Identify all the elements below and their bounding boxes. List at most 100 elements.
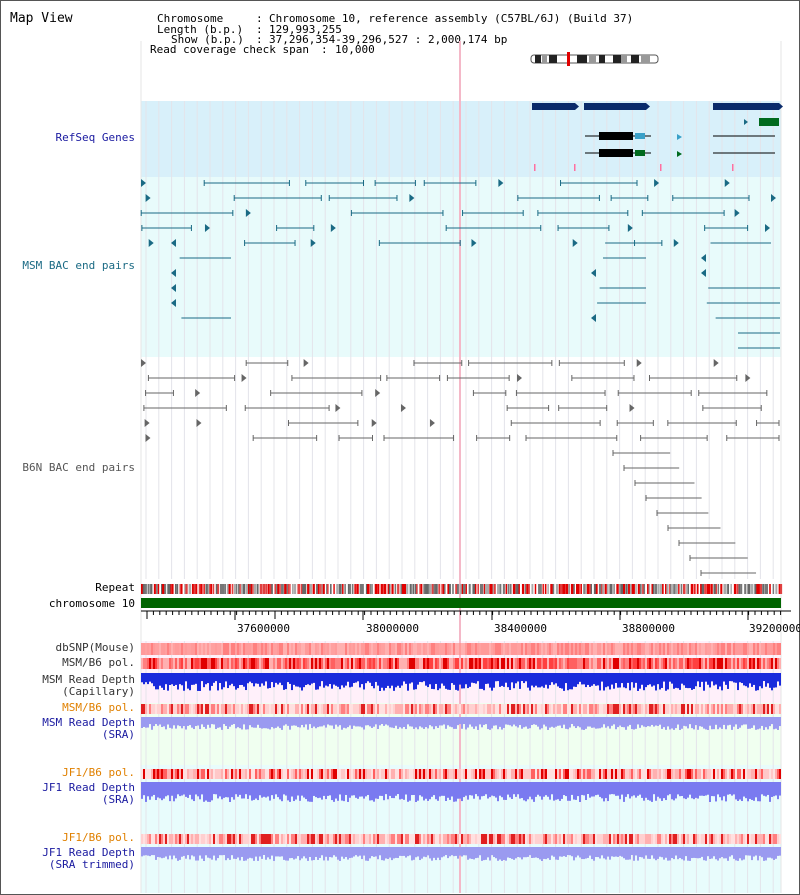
msm-depth-capillary-bar [367,673,369,682]
jf1-depth-trimmed-bar [329,847,331,858]
msm-pol-sra-cell [307,704,309,714]
msm-pol-cell [363,658,365,669]
gene-arrow [575,103,579,110]
msm-depth-capillary-bar [613,673,615,689]
msm-depth-sra-bar [295,717,297,726]
label-jf1-depth[interactable]: JF1 Read Depth [42,781,135,794]
dbsnp-cell [337,643,339,655]
jf1-pol-trimmed-cell [757,834,759,844]
msm-depth-sra-bar [521,717,523,729]
jf1-pol-cell [371,769,373,779]
msm-depth-sra-bar [455,717,457,729]
msm-depth-sra-bar [359,717,361,727]
repeat-element [256,584,259,594]
msm-pol-cell [209,658,211,669]
label-msm-pol[interactable]: MSM/B6 pol. [62,656,135,669]
label-b6n-bac[interactable]: B6N BAC end pairs [22,461,135,474]
msm-pol-sra-cell [491,704,493,714]
msm-pol-sra-cell [413,704,415,714]
jf1-depth-sra-bar [513,782,515,795]
dbsnp-cell [487,643,489,655]
msm-depth-sra-bar [447,717,449,726]
msm-depth-sra-bar [439,717,441,726]
msm-pol-cell [315,658,317,669]
msm-pol-sra-cell [213,704,215,714]
label-chromosome: chromosome 10 [48,597,135,610]
jf1-pol-cell [323,769,325,779]
msm-depth-sra-bar [779,717,781,727]
jf1-pol-trimmed-cell [617,834,619,844]
repeat-element [374,584,378,594]
jf1-depth-sra-bar [673,782,675,801]
msm-pol-cell [721,658,723,669]
label-msm-bac[interactable]: MSM BAC end pairs [22,259,135,272]
repeat-element [391,584,394,594]
jf1-pol-trimmed-cell [597,834,599,844]
label-msm-depth-capillary[interactable]: MSM Read Depth [42,673,135,686]
jf1-depth-sra-bar [771,782,773,797]
label-jf1-pol[interactable]: JF1/B6 pol. [62,766,135,779]
dbsnp-cell [159,643,161,655]
msm-depth-sra-bar [191,717,193,728]
msm-pol-cell [155,658,157,669]
msm-pol-cell [609,658,611,669]
dbsnp-cell [327,643,329,655]
repeat-element [602,584,605,594]
msm-pol-sra-cell [599,704,601,714]
dbsnp-cell [657,643,659,655]
msm-pol-sra-cell [305,704,307,714]
jf1-pol-cell [551,769,553,779]
dbsnp-cell [731,643,733,655]
dbsnp-cell [663,643,665,655]
jf1-depth-sra-bar [759,782,761,802]
label-msm-pol-sra[interactable]: MSM/B6 pol. [62,701,135,714]
jf1-pol-trimmed-cell [189,834,191,844]
jf1-pol-cell [627,769,629,779]
jf1-depth-trimmed-bar [235,847,237,860]
jf1-depth-trimmed-bar [735,847,737,861]
jf1-depth-sra-bar [411,782,413,796]
repeat-element [765,584,769,594]
dbsnp-cell [639,643,641,655]
label-dbsnp[interactable]: dbSNP(Mouse) [55,641,135,654]
dbsnp-cell [543,643,545,655]
msm-depth-capillary-bar [759,673,761,687]
jf1-depth-sra-bar [461,782,463,802]
msm-pol-cell [683,658,685,669]
msm-pol-cell [541,658,543,669]
msm-pol-cell [635,658,637,669]
jf1-pol-trimmed-cell [449,834,451,844]
jf1-depth-trimmed-bar [585,847,587,859]
msm-pol-cell [149,658,151,669]
msm-depth-sra-bar [299,717,301,728]
jf1-pol-trimmed-cell [327,834,329,844]
jf1-pol-cell [613,769,615,779]
msm-depth-capillary-bar [737,673,739,691]
bac-end-arrow [713,359,719,367]
jf1-pol-trimmed-cell [685,834,687,844]
msm-depth-capillary-bar [419,673,421,682]
msm-depth-sra-bar [259,717,261,728]
jf1-depth-trimmed-bar [599,847,601,859]
label-jf1-pol-trimmed[interactable]: JF1/B6 pol. [62,831,135,844]
dbsnp-cell [615,643,617,655]
label-msm-depth-sra[interactable]: MSM Read Depth [42,716,135,729]
jf1-pol-trimmed-cell [407,834,409,844]
jf1-depth-trimmed-bar [273,847,275,861]
jf1-pol-trimmed-cell [317,834,319,844]
jf1-depth-sra-bar [447,782,449,798]
label-refseq-genes[interactable]: RefSeq Genes [55,131,135,144]
dbsnp-cell [653,643,655,655]
jf1-pol-trimmed-cell [641,834,643,844]
msm-depth-sra-bar [407,717,409,725]
msm-depth-sra-bar [777,717,779,730]
jf1-pol-trimmed-cell [479,834,481,844]
msm-depth-sra-bar [249,717,251,726]
jf1-pol-trimmed-cell [611,834,613,844]
msm-depth-capillary-bar [323,673,325,688]
msm-depth-sra-bar [509,717,511,726]
msm-pol-sra-cell [287,704,289,714]
label-jf1-depth-trimmed[interactable]: JF1 Read Depth [42,846,135,859]
repeat-element [423,584,426,594]
msm-depth-sra-bar [417,717,419,730]
